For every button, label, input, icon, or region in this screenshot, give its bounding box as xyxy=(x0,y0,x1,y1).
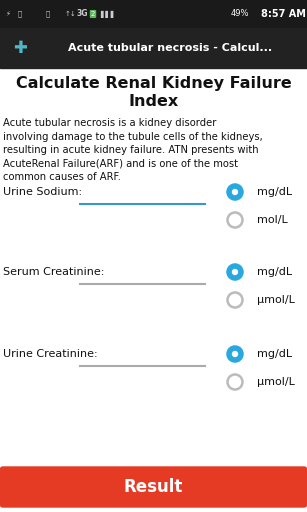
Text: ⚡: ⚡ xyxy=(6,11,10,17)
Text: Urine Creatinine:: Urine Creatinine: xyxy=(3,349,98,359)
Text: 🔇: 🔇 xyxy=(46,11,50,17)
Text: Acute tubular necrosis is a kidney disorder
involving damage to the tubule cells: Acute tubular necrosis is a kidney disor… xyxy=(3,118,263,182)
Text: mol/L: mol/L xyxy=(257,215,288,225)
Text: mg/dL: mg/dL xyxy=(257,267,292,277)
Circle shape xyxy=(232,351,238,357)
Text: 2: 2 xyxy=(91,11,95,17)
Text: Serum Creatinine:: Serum Creatinine: xyxy=(3,267,104,277)
Text: mg/dL: mg/dL xyxy=(257,349,292,359)
Text: Result: Result xyxy=(124,478,183,496)
Text: 📞: 📞 xyxy=(18,11,22,17)
Text: ▌▌▌: ▌▌▌ xyxy=(100,10,116,17)
Text: Calculate Renal Kidney Failure
Index: Calculate Renal Kidney Failure Index xyxy=(16,76,291,109)
Bar xyxy=(0,0,307,28)
Text: 3G: 3G xyxy=(76,10,88,18)
FancyBboxPatch shape xyxy=(0,467,307,507)
Circle shape xyxy=(227,292,243,308)
Circle shape xyxy=(232,269,238,275)
Text: μmol/L: μmol/L xyxy=(257,295,295,305)
Circle shape xyxy=(227,184,243,200)
Circle shape xyxy=(227,347,243,361)
Text: Urine Sodium:: Urine Sodium: xyxy=(3,187,82,197)
Text: ✚: ✚ xyxy=(13,39,27,57)
Text: 8:57 AM: 8:57 AM xyxy=(261,9,305,19)
Circle shape xyxy=(227,265,243,280)
Text: mg/dL: mg/dL xyxy=(257,187,292,197)
Text: 49%: 49% xyxy=(231,10,249,18)
Circle shape xyxy=(227,212,243,227)
Circle shape xyxy=(232,189,238,195)
Circle shape xyxy=(227,374,243,390)
Text: ↑↓: ↑↓ xyxy=(64,11,76,17)
Text: μmol/L: μmol/L xyxy=(257,377,295,387)
Bar xyxy=(0,68,307,512)
Bar xyxy=(0,28,307,68)
Text: Acute tubular necrosis - Calcul...: Acute tubular necrosis - Calcul... xyxy=(68,43,272,53)
